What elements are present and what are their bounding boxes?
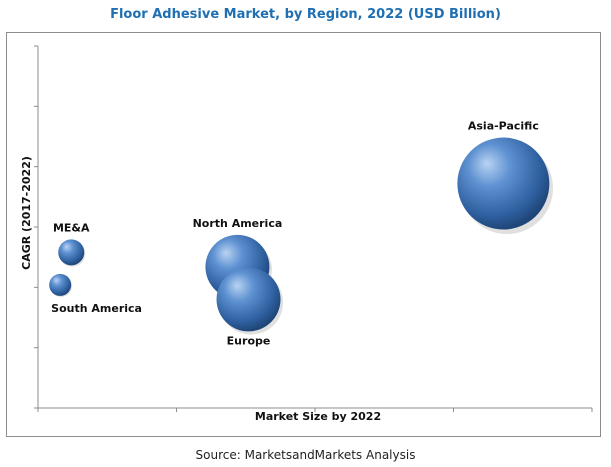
bubble-south-america: [49, 273, 72, 296]
x-axis-label: Market Size by 2022: [255, 410, 381, 423]
labels-layer: Asia-Pacific North America Europe ME&A South…: [51, 120, 539, 348]
bubble-label: ME&A: [53, 221, 90, 234]
bubble-label: North America: [193, 217, 283, 230]
y-axis-label: CAGR (2017-2022): [20, 156, 33, 270]
bubble-me-a: [58, 239, 85, 266]
chart-title: Floor Adhesive Market, by Region, 2022 (…: [110, 7, 501, 22]
bubble-label: Asia-Pacific: [468, 120, 539, 133]
bubble-label: South America: [51, 302, 142, 315]
bubbles-layer: [49, 137, 554, 335]
chart-frame: [6, 32, 601, 437]
bubble-asia-pacific: [457, 137, 550, 230]
source-note: Source: MarketsandMarkets Analysis: [195, 448, 416, 462]
bubble-label: Europe: [227, 334, 271, 347]
bubble-europe: [216, 267, 281, 332]
axes: [34, 45, 593, 412]
